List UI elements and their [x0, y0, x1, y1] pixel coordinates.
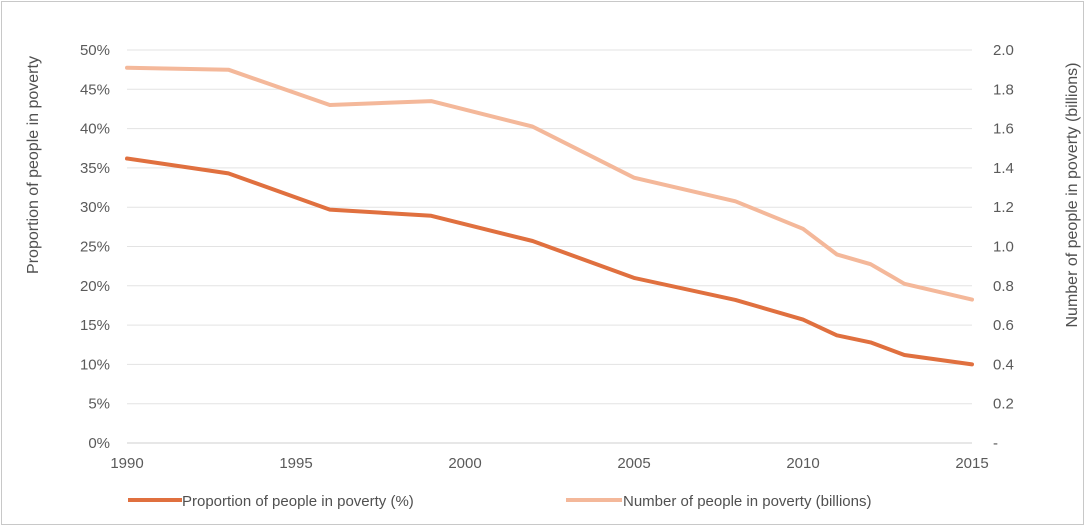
- left-tick-label: 20%: [80, 278, 110, 295]
- left-tick-label: 25%: [80, 239, 110, 256]
- gridlines: [127, 49, 972, 405]
- right-tick-label: -: [993, 435, 998, 452]
- left-tick-label: 5%: [88, 396, 110, 413]
- legend: Proportion of people in poverty (%) Numb…: [128, 493, 871, 510]
- legend-label-number: Number of people in poverty (billions): [623, 493, 871, 510]
- right-axis-ticks: - 0.2 0.4 0.6 0.8 1.0 1.2 1.4 1.6 1.8 2.0: [993, 42, 1014, 452]
- left-tick-label: 45%: [80, 81, 110, 98]
- x-tick-label: 2005: [617, 455, 650, 472]
- right-tick-label: 2.0: [993, 42, 1014, 59]
- series-layer: [125, 65, 974, 367]
- x-tick-label: 2015: [955, 455, 988, 472]
- left-tick-label: 30%: [80, 199, 110, 216]
- right-tick-label: 0.8: [993, 278, 1014, 295]
- left-axis-ticks: 0% 5% 10% 15% 20% 25% 30% 35% 40% 45% 50%: [80, 42, 110, 452]
- x-tick-label: 2000: [448, 455, 481, 472]
- right-tick-label: 1.4: [993, 160, 1014, 177]
- x-tick-label: 2010: [786, 455, 819, 472]
- left-tick-label: 50%: [80, 42, 110, 59]
- right-tick-label: 0.6: [993, 317, 1014, 334]
- series-line-proportion: [125, 156, 974, 367]
- right-tick-label: 1.2: [993, 199, 1014, 216]
- right-axis-title: Number of people in poverty (billions): [1064, 62, 1081, 327]
- left-tick-label: 0%: [88, 435, 110, 452]
- left-tick-label: 40%: [80, 121, 110, 138]
- x-axis-ticks: 1990 1995 2000 2005 2010 2015: [110, 455, 988, 472]
- left-tick-label: 35%: [80, 160, 110, 177]
- right-tick-label: 1.8: [993, 81, 1014, 98]
- right-tick-label: 0.4: [993, 356, 1014, 373]
- x-tick-label: 1995: [279, 455, 312, 472]
- right-tick-label: 0.2: [993, 396, 1014, 413]
- right-tick-label: 1.6: [993, 121, 1014, 138]
- left-axis-title: Proportion of people in poverty: [25, 56, 42, 274]
- left-tick-label: 15%: [80, 317, 110, 334]
- right-tick-label: 1.0: [993, 239, 1014, 256]
- left-tick-label: 10%: [80, 356, 110, 373]
- x-tick-label: 1990: [110, 455, 143, 472]
- legend-label-proportion: Proportion of people in poverty (%): [182, 493, 414, 510]
- series-line-number: [125, 65, 974, 302]
